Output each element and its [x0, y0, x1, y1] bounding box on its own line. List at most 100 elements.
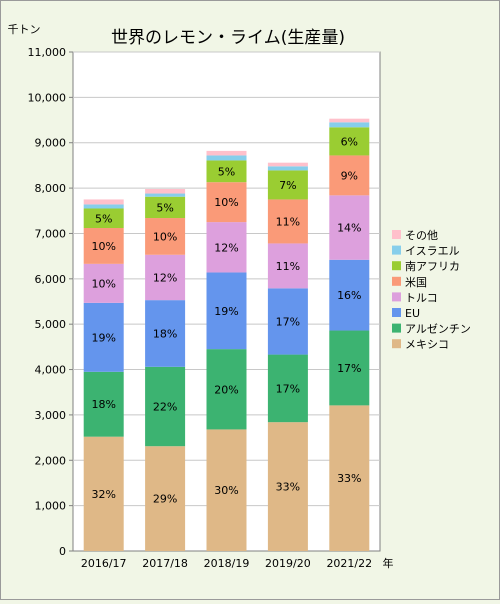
data-label: 5%: [218, 165, 235, 178]
x-tick-label: 2016/17: [81, 557, 127, 570]
x-tick-label: 2017/18: [142, 557, 188, 570]
bar-segment: [83, 199, 124, 205]
bar-segment: [145, 446, 186, 551]
data-label: 10%: [214, 196, 238, 209]
data-label: 14%: [337, 222, 361, 235]
y-tick-label: 2,000: [35, 454, 67, 467]
data-label: 19%: [214, 305, 238, 318]
bar-segment: [145, 218, 186, 255]
data-label: 17%: [337, 362, 361, 375]
bar-segment: [267, 166, 308, 171]
bar-segment: [267, 422, 308, 551]
bar-segment: [206, 160, 247, 183]
legend-swatch: [392, 261, 401, 271]
y-tick-label: 7,000: [35, 227, 67, 240]
bar-segment: [329, 127, 370, 156]
data-label: 19%: [91, 331, 115, 344]
bar-segment: [83, 204, 124, 209]
data-label: 10%: [91, 277, 115, 290]
data-label: 10%: [91, 240, 115, 253]
bar-segment: [329, 330, 370, 406]
data-label: 18%: [153, 327, 177, 340]
data-label: 5%: [95, 212, 112, 225]
data-label: 10%: [153, 230, 177, 243]
y-tick-label: 9,000: [35, 137, 67, 150]
data-label: 22%: [153, 401, 177, 414]
data-label: 11%: [276, 215, 300, 228]
y-tick-label: 3,000: [35, 409, 67, 422]
data-label: 17%: [276, 315, 300, 328]
data-label: 33%: [337, 472, 361, 485]
bar-segment: [145, 193, 186, 197]
y-tick-label: 4,000: [35, 364, 67, 377]
chart-title: 世界のレモン・ライム(生産量): [111, 28, 345, 48]
legend-entry: トルコ: [405, 291, 438, 304]
bar-segment: [206, 349, 247, 430]
y-tick-label: 6,000: [35, 273, 67, 286]
data-label: 33%: [276, 481, 300, 494]
data-label: 29%: [153, 493, 177, 506]
data-label: 6%: [341, 135, 358, 148]
bar-segment: [206, 182, 247, 223]
bar-segment: [83, 371, 124, 437]
data-label: 12%: [153, 271, 177, 284]
legend-entry: その他: [405, 229, 438, 242]
data-label: 20%: [214, 383, 238, 396]
bar-segment: [145, 366, 186, 447]
bar-segment: [267, 288, 308, 355]
data-label: 7%: [279, 179, 296, 192]
legend-entry: EU: [405, 307, 420, 320]
bar-segment: [267, 243, 308, 289]
x-tick-label: 2018/19: [204, 557, 250, 570]
bar-segment: [329, 195, 370, 260]
legend-entry: 南アフリカ: [405, 260, 460, 273]
data-label: 17%: [276, 382, 300, 395]
bar-segment: [206, 272, 247, 350]
legend-entry: 米国: [405, 276, 427, 289]
legend-swatch: [392, 276, 401, 286]
data-label: 9%: [341, 169, 358, 182]
bar-segment: [329, 405, 370, 551]
y-tick-label: 11,000: [28, 46, 67, 59]
y-tick-label: 5,000: [35, 318, 67, 331]
legend-entry: アルゼンチン: [405, 323, 471, 336]
legend-swatch: [392, 323, 401, 333]
bar-segment: [206, 155, 247, 161]
legend-swatch: [392, 339, 401, 349]
x-axis-unit-label: 年: [383, 556, 394, 570]
bar-segment: [267, 199, 308, 244]
y-tick-label: 0: [59, 545, 66, 558]
data-label: 30%: [214, 484, 238, 497]
y-tick-label: 1,000: [35, 500, 67, 513]
legend-swatch: [392, 230, 401, 239]
bar-segment: [267, 162, 308, 167]
bar-segment: [329, 155, 370, 196]
bar-segment: [145, 196, 186, 219]
bar-segment: [329, 259, 370, 331]
legend-entry: メキシコ: [405, 338, 449, 351]
x-tick-label: 2019/20: [265, 557, 311, 570]
legend-entry: イスラエル: [405, 245, 460, 258]
bar-segment: [206, 222, 247, 273]
data-label: 18%: [91, 398, 115, 411]
y-tick-label: 8,000: [35, 182, 67, 195]
data-label: 12%: [214, 241, 238, 254]
bar-segment: [206, 429, 247, 551]
bar-segment: [83, 208, 124, 229]
legend-swatch: [392, 292, 401, 302]
bar-segment: [83, 263, 124, 303]
data-label: 32%: [91, 488, 115, 501]
data-label: 16%: [337, 289, 361, 302]
bar-segment: [267, 354, 308, 423]
legend-swatch: [392, 245, 401, 255]
bar-segment: [83, 436, 124, 551]
y-axis-unit-label: 千トン: [8, 23, 41, 36]
data-label: 5%: [156, 201, 173, 214]
legend-swatch: [392, 308, 401, 317]
bar-segment: [145, 300, 186, 367]
data-label: 11%: [276, 260, 300, 273]
bar-segment: [83, 302, 124, 372]
x-tick-label: 2021/22: [326, 557, 372, 570]
